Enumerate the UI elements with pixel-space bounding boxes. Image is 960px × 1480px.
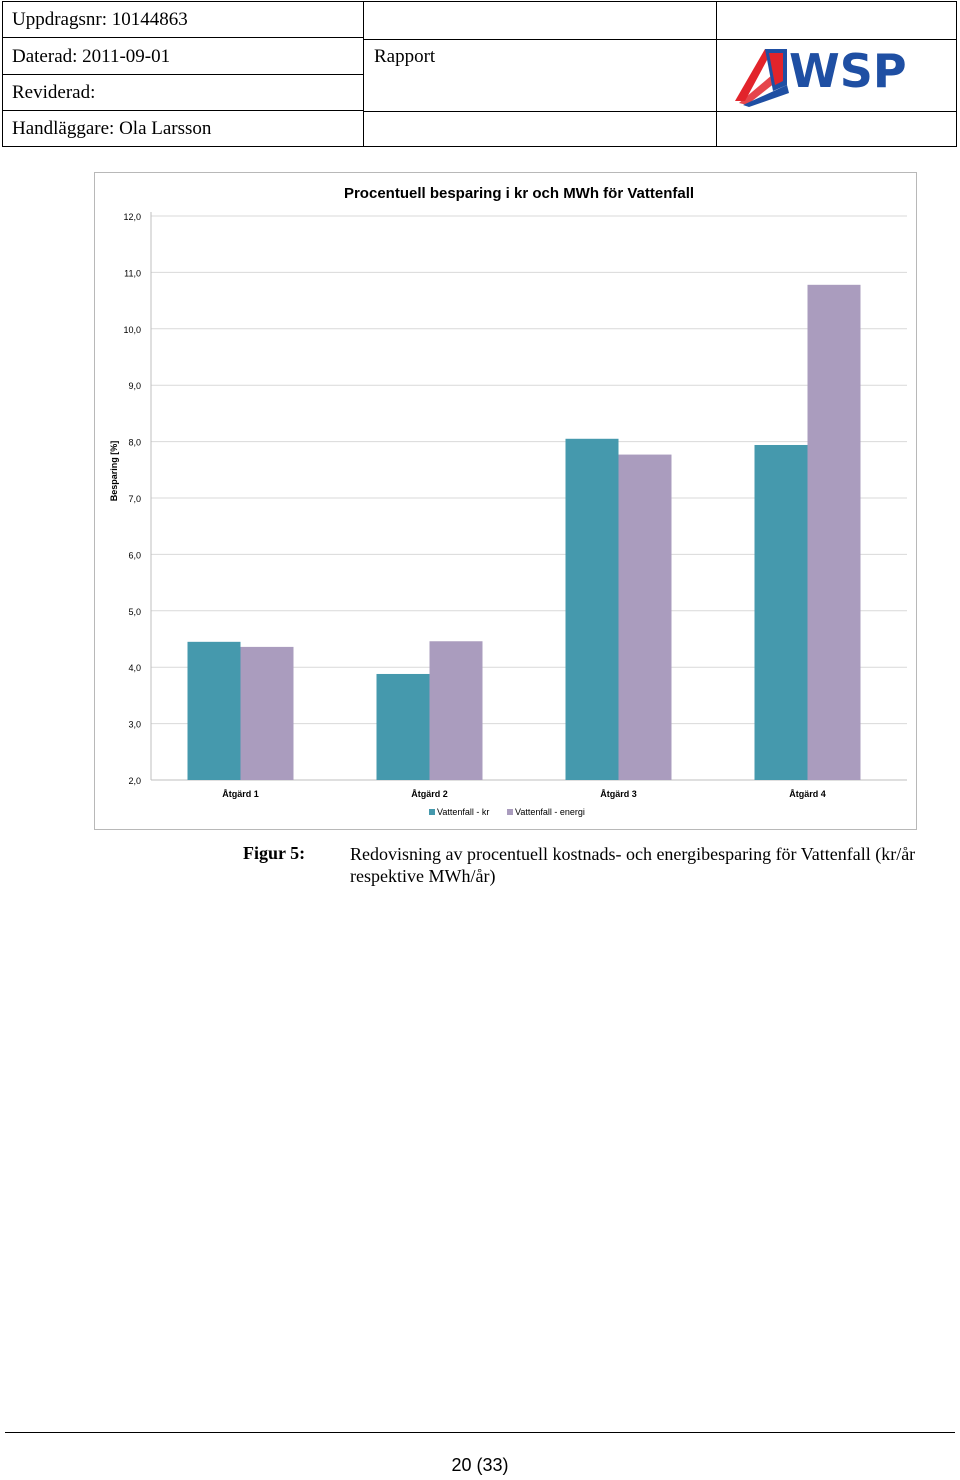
bar — [754, 444, 808, 780]
y-tick-label: 3,0 — [128, 720, 141, 730]
handler: Handläggare: Ola Larsson — [12, 118, 212, 139]
doc-type: Rapport — [374, 46, 436, 67]
logo-cell: WSP — [717, 39, 956, 112]
y-tick-label: 6,0 — [128, 550, 141, 560]
y-tick-label: 10,0 — [123, 325, 141, 335]
y-tick-label: 7,0 — [128, 494, 141, 504]
y-tick-label: 5,0 — [128, 607, 141, 617]
bar — [807, 284, 861, 780]
legend-swatch — [507, 809, 513, 815]
y-tick-label: 4,0 — [128, 663, 141, 673]
bar — [565, 438, 619, 780]
document-header: Uppdragsnr: 10144863 Daterad: 2011-09-01… — [2, 1, 957, 147]
bar — [187, 641, 241, 780]
bar — [240, 646, 294, 780]
x-tick-label: Åtgärd 3 — [600, 789, 637, 799]
bar — [376, 673, 430, 780]
header-doc-type-column: Rapport — [364, 2, 717, 146]
legend-label: Vattenfall - energi — [515, 807, 585, 817]
chart: Procentuell besparing i kr och MWh för V… — [94, 172, 917, 830]
y-tick-label: 2,0 — [128, 776, 141, 786]
doc-type-cell: Rapport — [364, 39, 716, 112]
header-info-column: Uppdragsnr: 10144863 Daterad: 2011-09-01… — [3, 2, 364, 146]
bar — [618, 454, 672, 780]
y-tick-label: 11,0 — [124, 268, 141, 278]
y-tick-label: 9,0 — [128, 381, 141, 391]
x-tick-label: Åtgärd 1 — [222, 789, 259, 799]
header-empty-cell — [364, 2, 716, 40]
y-tick-label: 8,0 — [128, 438, 141, 448]
caption-label: Figur 5: — [243, 843, 306, 863]
footer-rule — [5, 1432, 955, 1433]
chart-svg: Procentuell besparing i kr och MWh för V… — [109, 185, 907, 817]
y-axis-label: Besparing [%] — [109, 441, 119, 502]
legend-swatch — [429, 809, 435, 815]
logo-text: WSP — [789, 44, 907, 98]
header-logo-column: WSP — [717, 2, 956, 146]
y-tick-label: 12,0 — [123, 212, 141, 222]
x-tick-label: Åtgärd 4 — [789, 789, 826, 799]
revised: Reviderad: — [3, 75, 363, 111]
assignment-number: Uppdragsnr: 10144863 — [3, 2, 363, 38]
legend-label: Vattenfall - kr — [437, 807, 489, 817]
chart-title: Procentuell besparing i kr och MWh för V… — [344, 185, 694, 202]
dated: Daterad: 2011-09-01 — [3, 39, 363, 75]
header-empty-cell — [717, 2, 956, 40]
bar — [429, 641, 483, 780]
page-number: 20 (33) — [451, 1455, 509, 1475]
caption-text: Redovisning av procentuell kostnads- och… — [350, 844, 916, 886]
x-tick-label: Åtgärd 2 — [411, 789, 448, 799]
wsp-logo-icon: WSP — [735, 44, 907, 107]
